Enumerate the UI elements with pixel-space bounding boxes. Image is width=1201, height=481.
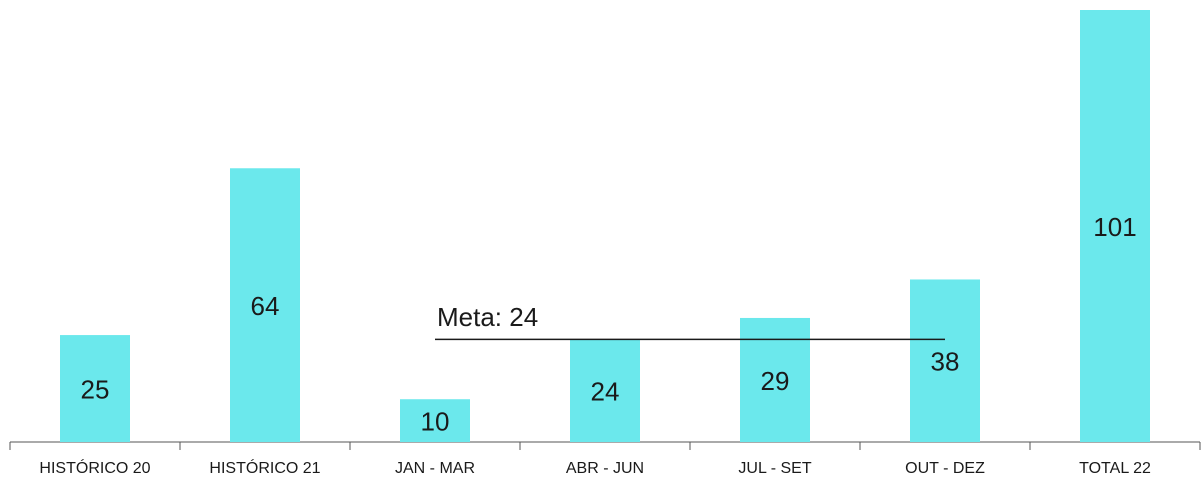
x-tick-label: HISTÓRICO 21: [209, 458, 320, 477]
x-tick-label: OUT - DEZ: [905, 460, 985, 477]
bar: [570, 339, 640, 442]
bar: [230, 168, 300, 442]
value-label: 38: [931, 347, 960, 377]
value-label: 29: [761, 366, 790, 396]
x-tick-label: JAN - MAR: [395, 460, 475, 477]
bar: [400, 399, 470, 442]
value-label: 10: [421, 406, 450, 436]
x-tick-label: JUL - SET: [738, 460, 811, 477]
bar: [1080, 10, 1150, 442]
x-tick-label: TOTAL 22: [1079, 460, 1151, 477]
value-label: 64: [251, 291, 280, 321]
x-tick-label: HISTÓRICO 20: [39, 458, 150, 477]
bar: [910, 279, 980, 442]
value-label: 25: [81, 374, 110, 404]
target-label: Meta: 24: [437, 302, 538, 332]
x-tick-label: ABR - JUN: [566, 460, 644, 477]
bar: [60, 335, 130, 442]
value-label: 101: [1093, 212, 1136, 242]
value-label: 24: [591, 377, 620, 407]
